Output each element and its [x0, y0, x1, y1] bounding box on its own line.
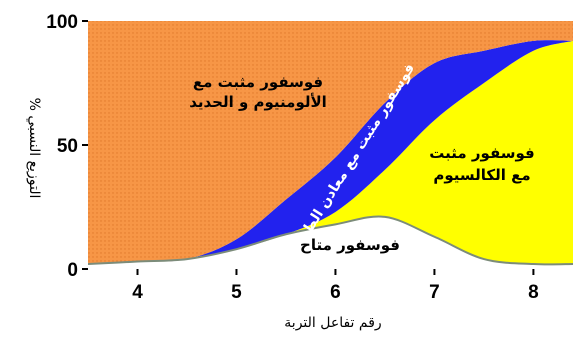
- area-series-3: [88, 40, 573, 265]
- y-axis-title: التوزيع النسبي %: [26, 98, 42, 199]
- x-tick-label: 7: [429, 282, 440, 303]
- x-tick-label: 5: [231, 282, 242, 303]
- x-tick-label: 6: [330, 282, 341, 303]
- available-outline: [88, 215, 573, 266]
- label-available: فوسفور متاح: [300, 236, 400, 254]
- y-tick-label: 100: [46, 12, 78, 33]
- label-al-fe-line1: فوسفور مثبت مع: [193, 73, 323, 91]
- label-calcium-line2: مع الكالسيوم: [433, 166, 530, 184]
- label-calcium-line1: فوسفور مثبت: [429, 144, 534, 162]
- axis-ticks: 4 5 6 7 8 0 50 100: [46, 12, 538, 303]
- x-axis-title: رقم تفاعل التربة: [284, 315, 381, 331]
- area-series-2: [88, 40, 573, 265]
- y-tick-label: 0: [67, 260, 78, 281]
- x-tick-label: 8: [528, 282, 539, 303]
- label-al-fe-line2: الألومنيوم و الحديد: [189, 93, 327, 111]
- x-tick-label: 4: [132, 282, 143, 303]
- y-tick-label: 50: [57, 136, 78, 157]
- area-series-4: [88, 21, 573, 265]
- stacked-areas: [88, 21, 573, 269]
